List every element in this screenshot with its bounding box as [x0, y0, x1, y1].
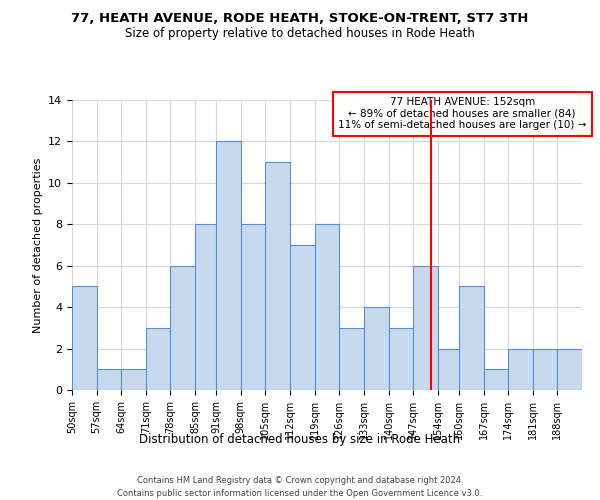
Y-axis label: Number of detached properties: Number of detached properties [32, 158, 43, 332]
Bar [557, 348, 582, 390]
Bar [533, 348, 557, 390]
Bar [146, 328, 170, 390]
Bar [121, 370, 146, 390]
Bar [216, 142, 241, 390]
Bar [72, 286, 97, 390]
Text: 77 HEATH AVENUE: 152sqm
← 89% of detached houses are smaller (84)
11% of semi-de: 77 HEATH AVENUE: 152sqm ← 89% of detache… [338, 97, 586, 130]
Text: Contains public sector information licensed under the Open Government Licence v3: Contains public sector information licen… [118, 489, 482, 498]
Bar [364, 307, 389, 390]
Text: Contains HM Land Registry data © Crown copyright and database right 2024.: Contains HM Land Registry data © Crown c… [137, 476, 463, 485]
Bar [484, 370, 508, 390]
Bar [170, 266, 195, 390]
Text: 77, HEATH AVENUE, RODE HEATH, STOKE-ON-TRENT, ST7 3TH: 77, HEATH AVENUE, RODE HEATH, STOKE-ON-T… [71, 12, 529, 26]
Bar [241, 224, 265, 390]
Bar [413, 266, 438, 390]
Bar [195, 224, 220, 390]
Bar [97, 370, 121, 390]
Bar [290, 245, 314, 390]
Bar [389, 328, 413, 390]
Bar [459, 286, 484, 390]
Bar [265, 162, 290, 390]
Bar [314, 224, 340, 390]
Bar [508, 348, 533, 390]
Text: Size of property relative to detached houses in Rode Heath: Size of property relative to detached ho… [125, 28, 475, 40]
Bar [438, 348, 463, 390]
Text: Distribution of detached houses by size in Rode Heath: Distribution of detached houses by size … [139, 432, 461, 446]
Bar [340, 328, 364, 390]
